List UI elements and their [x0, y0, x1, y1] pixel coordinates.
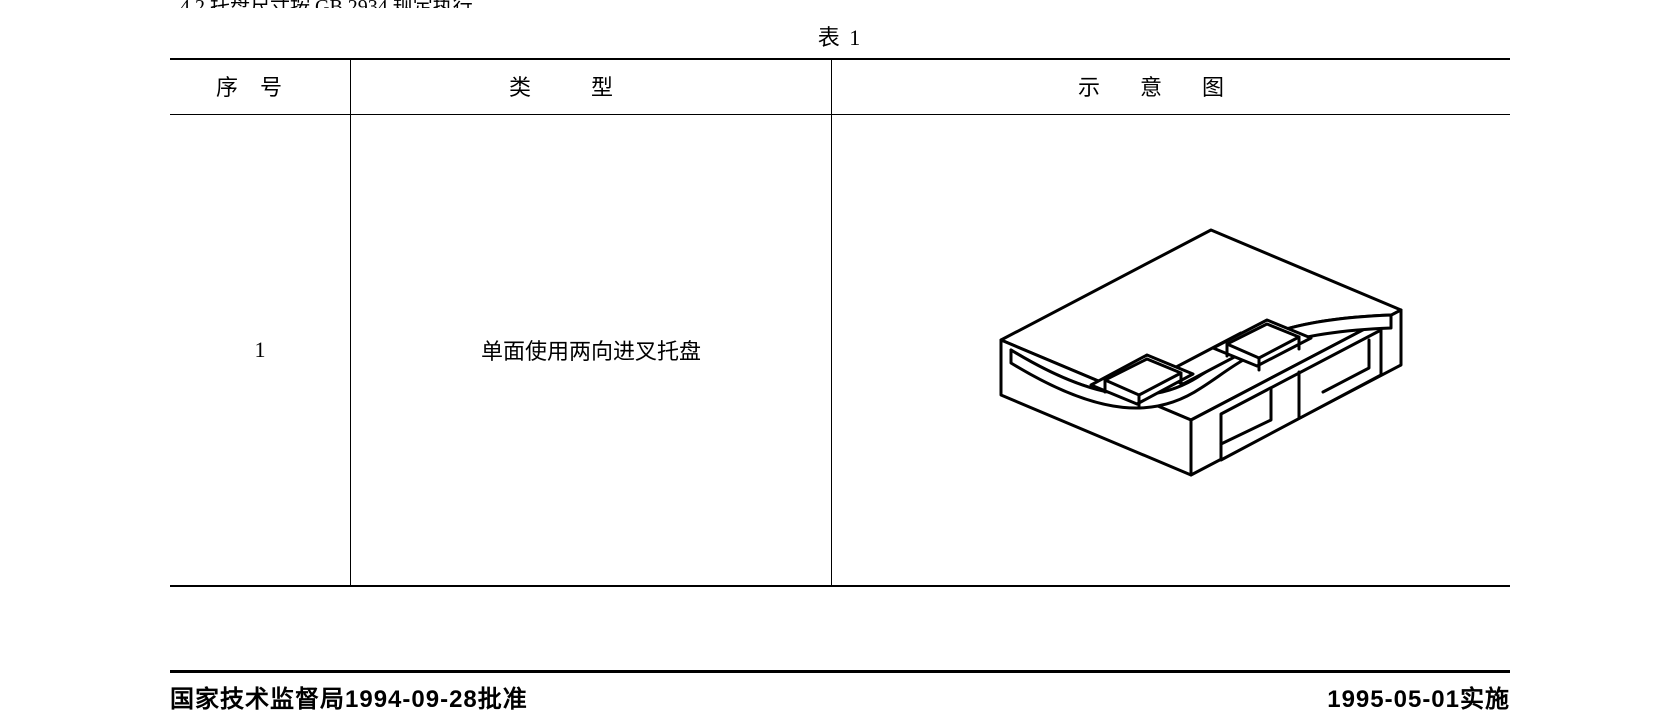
footer-impl-word: 实施 — [1460, 686, 1510, 713]
col-header-type: 类型 — [351, 59, 832, 115]
truncated-prev-line: 4.2 托盘尺寸按 GB 2934 规定执行。 — [180, 0, 1510, 8]
col-header-seq: 序号 — [170, 59, 351, 115]
cell-type: 单面使用两向进叉托盘 — [351, 115, 832, 587]
table-row: 1 单面使用两向进叉托盘 — [170, 115, 1510, 587]
footer-approve-word: 批准 — [478, 686, 528, 713]
footer-implementation: 1995-05-01实施 — [1327, 679, 1510, 714]
footer-approval: 国家技术监督局1994-09-28批准 — [170, 679, 528, 714]
footer-org: 国家技术监督局 — [170, 686, 345, 713]
cell-seq: 1 — [170, 115, 351, 587]
footer-impl-date: 1995-05-01 — [1327, 686, 1460, 713]
footer-approve-date: 1994-09-28 — [345, 686, 478, 713]
cell-diagram — [832, 115, 1511, 587]
table-header-row: 序号 类型 示意图 — [170, 59, 1510, 115]
table-caption: 表 1 — [170, 20, 1510, 52]
page-footer: 国家技术监督局1994-09-28批准 1995-05-01实施 — [170, 670, 1510, 714]
spec-table: 序号 类型 示意图 1 单面使用两向进叉托盘 — [170, 58, 1510, 587]
col-header-diagram: 示意图 — [832, 59, 1511, 115]
footer-rule — [170, 670, 1510, 673]
pallet-diagram-icon — [911, 170, 1431, 530]
